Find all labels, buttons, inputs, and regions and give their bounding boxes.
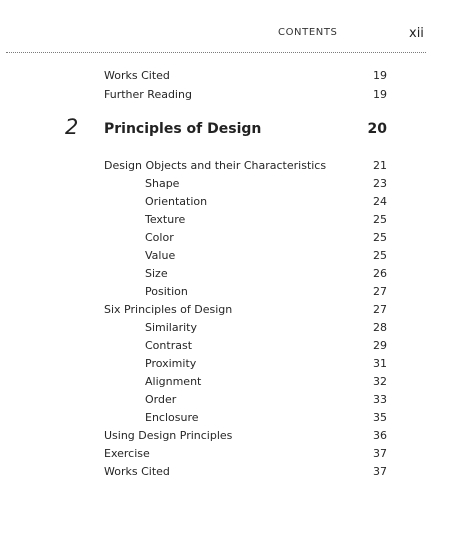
toc-entry[interactable]: Works Cited 37: [104, 463, 387, 481]
toc-subentry[interactable]: Enclosure 35: [104, 409, 387, 427]
page-number: xii: [409, 26, 424, 41]
toc-entry-title: Texture: [145, 213, 186, 226]
chapter-title: Principles of Design: [104, 121, 262, 137]
toc-entry-title: Contrast: [145, 339, 193, 352]
toc-entry-further-reading[interactable]: Further Reading 19: [104, 86, 387, 104]
toc-subentry[interactable]: Value 25: [104, 247, 387, 265]
toc-entry-works-cited[interactable]: Works Cited 19: [104, 67, 387, 85]
toc-entry[interactable]: Design Objects and their Characteristics…: [104, 157, 387, 175]
toc-entry-title: Position: [145, 285, 188, 298]
toc-entry-page: 19: [373, 88, 387, 101]
toc-entry-page: 35: [373, 411, 387, 424]
toc-subentry[interactable]: Similarity 28: [104, 319, 387, 337]
toc-entry-page: 26: [373, 267, 387, 280]
toc-entry-title: Size: [145, 267, 168, 280]
running-head: CONTENTS xii: [0, 0, 468, 53]
toc-entry-title: Order: [145, 393, 177, 406]
toc-entry-page: 23: [373, 177, 387, 190]
toc-entry-title: Six Principles of Design: [104, 303, 233, 316]
toc-subentry[interactable]: Orientation 24: [104, 193, 387, 211]
toc-subentry[interactable]: Color 25: [104, 229, 387, 247]
section-label: CONTENTS: [278, 27, 338, 38]
toc-entry-page: 25: [373, 231, 387, 244]
toc-subentry[interactable]: Proximity 31: [104, 355, 387, 373]
toc-entry-page: 36: [373, 429, 387, 442]
toc-entry-page: 25: [373, 213, 387, 226]
toc-entry-page: 24: [373, 195, 387, 208]
toc-entry[interactable]: Exercise 37: [104, 445, 387, 463]
toc-entry-page: 27: [373, 303, 387, 316]
toc-entry-title: Design Objects and their Characteristics: [104, 159, 327, 172]
chapter-number: 2: [65, 115, 79, 139]
toc-subentry[interactable]: Texture 25: [104, 211, 387, 229]
toc-entry-page: 27: [373, 285, 387, 298]
toc-entry-title: Value: [145, 249, 176, 262]
toc-entry-page: 37: [373, 465, 387, 478]
toc-entry-page: 32: [373, 375, 387, 388]
toc-entry-page: 31: [373, 357, 387, 370]
toc-entry-title: Color: [145, 231, 174, 244]
toc-entry-page: 21: [373, 159, 387, 172]
toc-entry[interactable]: Six Principles of Design 27: [104, 301, 387, 319]
toc-entry-title: Enclosure: [145, 411, 199, 424]
toc-subentry[interactable]: Size 26: [104, 265, 387, 283]
toc-subentry[interactable]: Position 27: [104, 283, 387, 301]
toc-entry-page: 19: [373, 69, 387, 82]
toc-entry-title: Works Cited: [104, 465, 170, 478]
toc-entry-page: 25: [373, 249, 387, 262]
toc-entry-title: Works Cited: [104, 69, 170, 82]
toc-entry[interactable]: Using Design Principles 36: [104, 427, 387, 445]
toc-subentry[interactable]: Shape 23: [104, 175, 387, 193]
toc-subentry[interactable]: Alignment 32: [104, 373, 387, 391]
toc-entry-title: Alignment: [145, 375, 202, 388]
chapter-heading[interactable]: 2 Principles of Design 20: [60, 114, 387, 144]
toc-entry-title: Exercise: [104, 447, 150, 460]
chapter-page: 20: [367, 121, 387, 137]
toc-entry-title: Further Reading: [104, 88, 192, 101]
toc-subentry[interactable]: Order 33: [104, 391, 387, 409]
toc-entry-page: 28: [373, 321, 387, 334]
toc-subentry[interactable]: Contrast 29: [104, 337, 387, 355]
toc-entry-title: Shape: [145, 177, 180, 190]
toc-entry-title: Proximity: [145, 357, 197, 370]
toc-entry-title: Using Design Principles: [104, 429, 233, 442]
toc-entry-page: 33: [373, 393, 387, 406]
toc-entry-title: Orientation: [145, 195, 208, 208]
toc-entry-page: 37: [373, 447, 387, 460]
toc-entry-page: 29: [373, 339, 387, 352]
toc-entry-title: Similarity: [145, 321, 198, 334]
header-divider: [6, 52, 426, 53]
